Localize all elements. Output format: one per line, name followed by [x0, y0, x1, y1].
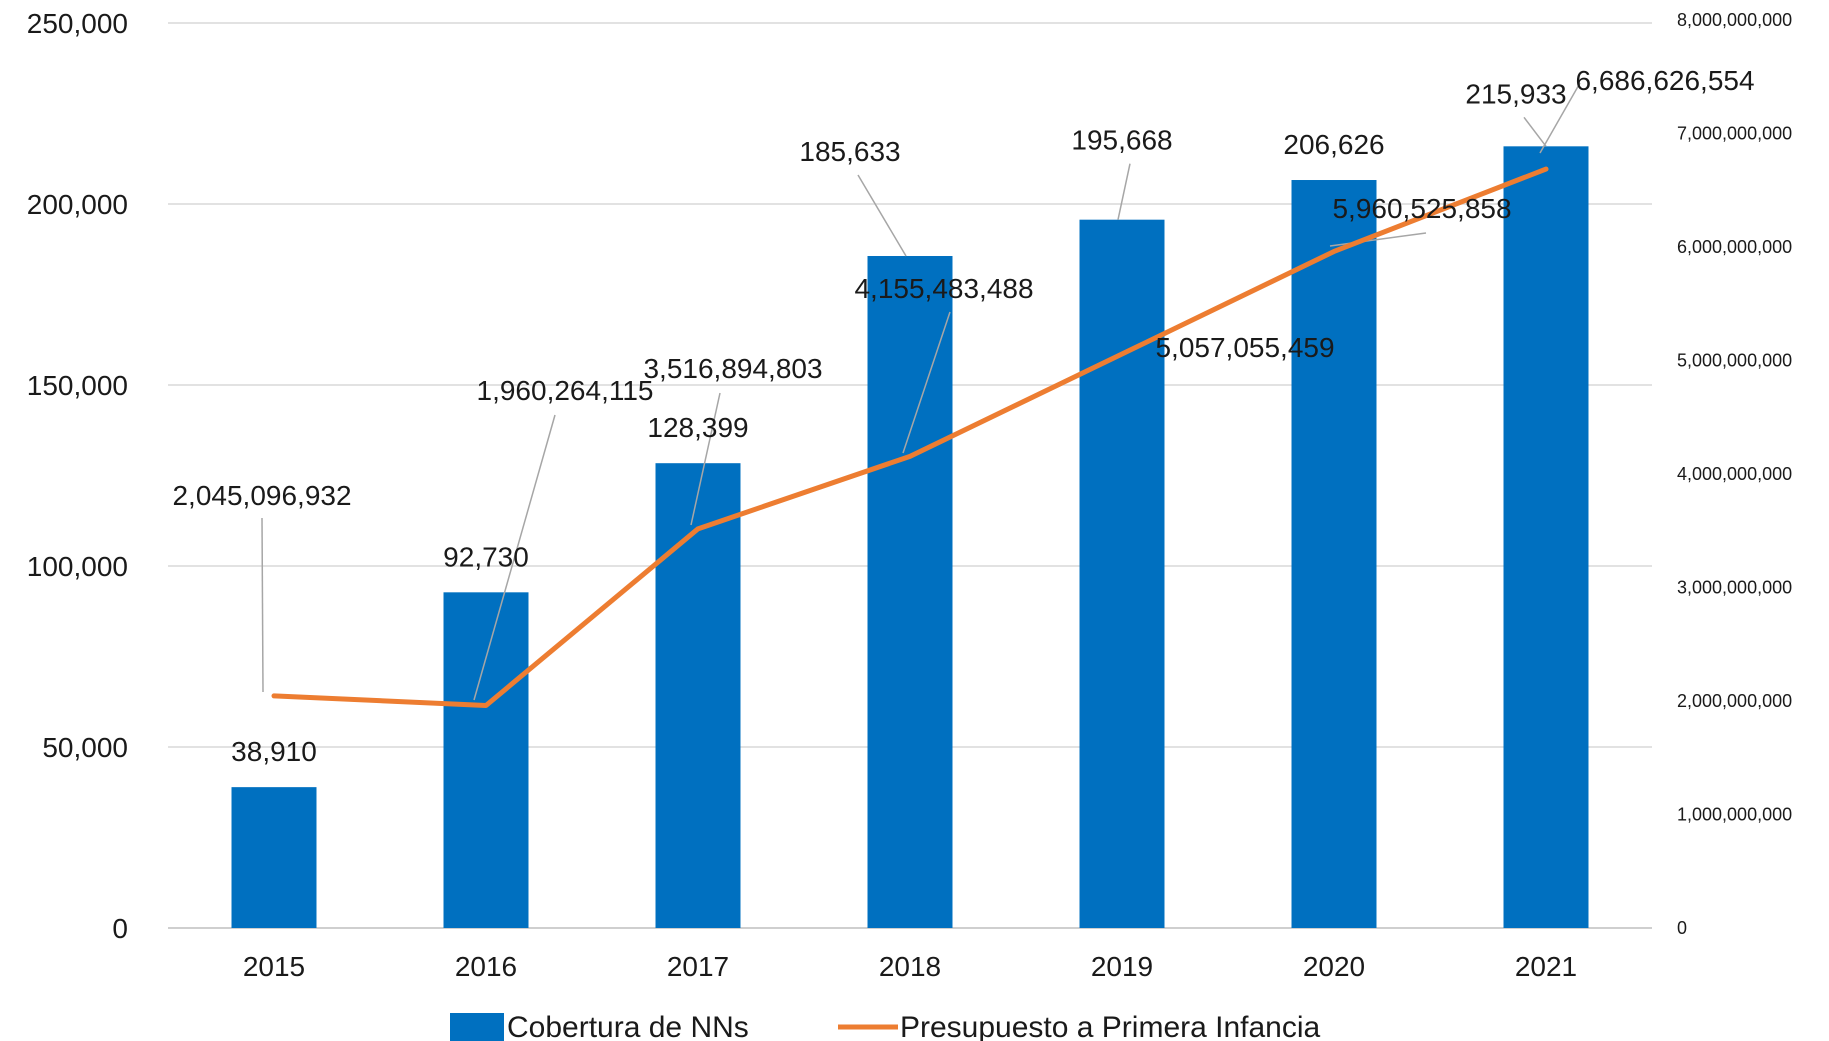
- bar-2020: [1291, 180, 1377, 928]
- y-left-tick-label: 100,000: [27, 551, 128, 582]
- line-data-label: 6,686,626,554: [1575, 65, 1754, 96]
- line-data-label: 1,960,264,115: [477, 375, 654, 406]
- bar-data-label: 215,933: [1465, 78, 1566, 109]
- bars: [231, 146, 1589, 929]
- x-tick-label: 2019: [1091, 951, 1153, 982]
- bar-label-leader: [857, 174, 907, 257]
- x-axis: 2015 2016 2017 2018 2019 2020 2021: [243, 951, 1577, 982]
- line-label-leader: [261, 517, 264, 693]
- bar-data-label: 38,910: [231, 736, 317, 767]
- y-left-tick-label: 150,000: [27, 370, 128, 401]
- y-left-tick-label: 50,000: [42, 732, 128, 763]
- bar-2019: [1079, 219, 1165, 929]
- line-label-leader: [902, 311, 951, 454]
- y-right-tick-label: 2,000,000,000: [1677, 691, 1792, 711]
- bar-2016: [443, 592, 529, 928]
- line-data-label: 3,516,894,803: [643, 353, 822, 384]
- y-left-tick-label: 200,000: [27, 189, 128, 220]
- legend-swatch-bar: [450, 1013, 504, 1041]
- bar-data-label: 128,399: [647, 412, 748, 443]
- line-data-label: 5,057,055,459: [1155, 332, 1334, 363]
- bar-2021: [1503, 146, 1589, 929]
- x-tick-label: 2017: [667, 951, 729, 982]
- y-right-tick-label: 6,000,000,000: [1677, 237, 1792, 257]
- bar-label-leader: [1523, 116, 1547, 147]
- y-axis-right: 0 1,000,000,000 2,000,000,000 3,000,000,000…: [1677, 10, 1792, 938]
- y-right-tick-label: 0: [1677, 918, 1687, 938]
- bar-data-label: 185,633: [799, 136, 900, 167]
- line-label-leader: [1329, 232, 1427, 247]
- bar-data-labels: 38,910 92,730 128,399 185,633 195,668 206,626…: [231, 78, 1566, 767]
- legend: Cobertura de NNs Presupuesto a Primera I…: [450, 1011, 1321, 1041]
- x-tick-label: 2016: [455, 951, 517, 982]
- bar-label-leader: [1117, 163, 1131, 220]
- line-label-leader: [473, 414, 556, 701]
- y-axis-left: 0 50,000 100,000 150,000 200,000 250,000: [27, 8, 128, 944]
- bar-data-label: 92,730: [443, 541, 529, 572]
- y-right-tick-label: 4,000,000,000: [1677, 464, 1792, 484]
- y-right-tick-label: 7,000,000,000: [1677, 124, 1792, 144]
- line-data-label: 2,045,096,932: [172, 480, 351, 511]
- y-right-tick-label: 3,000,000,000: [1677, 578, 1792, 598]
- line-data-label: 4,155,483,488: [854, 273, 1033, 304]
- x-tick-label: 2020: [1303, 951, 1365, 982]
- line-data-label: 5,960,525,858: [1332, 193, 1511, 224]
- leader-lines: [261, 82, 1581, 701]
- bar-data-label: 206,626: [1283, 129, 1384, 160]
- y-right-tick-label: 8,000,000,000: [1677, 10, 1792, 30]
- y-left-tick-label: 0: [112, 913, 128, 944]
- bar-2017: [655, 463, 741, 928]
- y-left-tick-label: 250,000: [27, 8, 128, 39]
- line-label-leader: [1539, 82, 1581, 154]
- line-label-leader: [690, 392, 721, 526]
- bar-2015: [231, 787, 317, 928]
- legend-label-line: Presupuesto a Primera Infancia: [900, 1011, 1321, 1041]
- bar-2018: [867, 256, 953, 928]
- budget-line: [271, 166, 1549, 709]
- x-tick-label: 2018: [879, 951, 941, 982]
- x-tick-label: 2021: [1515, 951, 1577, 982]
- y-right-tick-label: 5,000,000,000: [1677, 351, 1792, 371]
- y-right-tick-label: 1,000,000,000: [1677, 805, 1792, 825]
- bar-data-label: 195,668: [1071, 125, 1172, 156]
- legend-label-bar: Cobertura de NNs: [507, 1011, 749, 1041]
- x-tick-label: 2015: [243, 951, 305, 982]
